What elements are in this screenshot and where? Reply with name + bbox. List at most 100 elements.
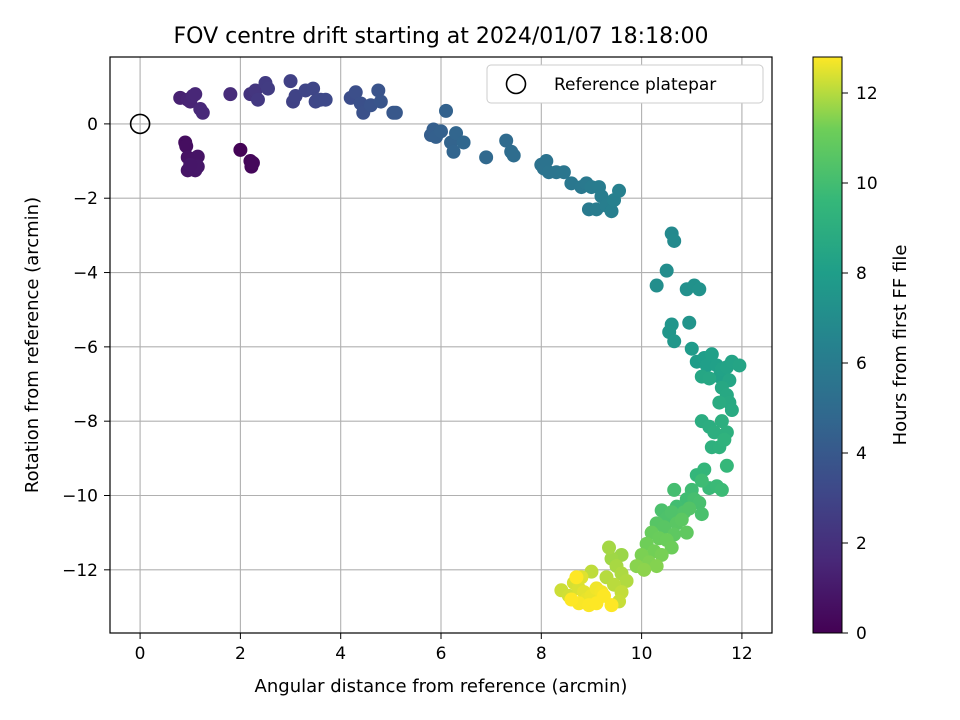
data-point-148 bbox=[637, 562, 652, 577]
data-point-71 bbox=[604, 204, 619, 219]
y-tick-label-6: −12 bbox=[62, 561, 98, 581]
data-point-5 bbox=[179, 139, 194, 154]
data-points bbox=[173, 74, 747, 613]
colorbar-tick-label-5: 10 bbox=[856, 174, 878, 194]
colorbar-tick-label-1: 2 bbox=[856, 534, 867, 554]
y-tick-label-3: −6 bbox=[73, 338, 98, 358]
data-point-85 bbox=[684, 341, 699, 356]
colorbar-ticks: 0 2 4 6 8 10 12 bbox=[842, 84, 878, 644]
reference-marker bbox=[129, 113, 151, 135]
data-point-134 bbox=[674, 512, 689, 527]
data-point-128 bbox=[664, 505, 679, 520]
data-point-136 bbox=[679, 525, 694, 540]
data-point-111 bbox=[717, 432, 732, 447]
data-point-143 bbox=[654, 547, 669, 562]
data-point-50 bbox=[449, 126, 464, 141]
data-point-174 bbox=[604, 598, 619, 613]
data-point-84 bbox=[667, 334, 682, 349]
data-point-154 bbox=[619, 573, 634, 588]
chart-title: FOV centre drift starting at 2024/01/07 … bbox=[174, 24, 709, 49]
data-point-151 bbox=[602, 540, 617, 555]
data-point-23 bbox=[250, 92, 265, 107]
x-axis-label: Angular distance from reference (arcmin) bbox=[255, 676, 628, 697]
data-point-76 bbox=[659, 263, 674, 278]
colorbar-label: Hours from first FF file bbox=[890, 245, 911, 446]
x-tick-label-0: 0 bbox=[135, 644, 146, 664]
data-point-20 bbox=[223, 87, 238, 102]
x-tick-label-5: 10 bbox=[631, 644, 653, 664]
data-point-39 bbox=[371, 83, 386, 98]
data-point-25 bbox=[260, 81, 275, 96]
colorbar-tick-label-0: 0 bbox=[856, 624, 867, 644]
y-tick-label-5: −10 bbox=[62, 487, 98, 507]
data-point-175 bbox=[564, 592, 579, 607]
colorbar: 0 2 4 6 8 10 12 Hours from first FF file bbox=[812, 56, 911, 644]
data-point-46 bbox=[434, 124, 448, 139]
data-point-106 bbox=[707, 425, 722, 440]
data-point-26 bbox=[283, 74, 298, 89]
data-point-33 bbox=[318, 92, 333, 107]
data-point-17 bbox=[188, 87, 203, 102]
data-point-140 bbox=[664, 540, 679, 555]
data-point-95 bbox=[732, 358, 747, 373]
data-point-30 bbox=[306, 81, 321, 96]
x-tick-label-2: 4 bbox=[335, 644, 346, 664]
data-point-118 bbox=[694, 473, 709, 488]
data-point-173 bbox=[596, 588, 611, 603]
data-point-80 bbox=[692, 282, 707, 297]
data-point-132 bbox=[657, 520, 672, 535]
data-point-52 bbox=[479, 150, 494, 165]
colorbar-gradient bbox=[812, 56, 843, 634]
data-point-0 bbox=[233, 142, 248, 157]
data-point-40 bbox=[373, 94, 388, 109]
colorbar-tick-label-3: 6 bbox=[856, 354, 867, 374]
legend-box bbox=[486, 64, 764, 104]
x-tick-label-1: 2 bbox=[235, 644, 246, 664]
legend: Reference platepar bbox=[486, 64, 764, 104]
data-point-58 bbox=[539, 154, 554, 169]
data-point-53 bbox=[499, 133, 514, 148]
data-point-77 bbox=[649, 278, 664, 293]
y-tick-label-2: −4 bbox=[73, 264, 98, 284]
data-point-51 bbox=[456, 135, 471, 150]
x-tick-label-4: 8 bbox=[536, 644, 547, 664]
colorbar-tick-label-4: 8 bbox=[856, 264, 867, 284]
data-point-98 bbox=[702, 371, 717, 386]
data-point-3 bbox=[245, 155, 260, 170]
y-axis-label: Rotation from reference (arcmin) bbox=[22, 197, 43, 493]
legend-label-reference: Reference platepar bbox=[554, 75, 716, 95]
data-point-47 bbox=[439, 103, 454, 118]
data-point-89 bbox=[704, 347, 719, 362]
data-point-75 bbox=[667, 233, 682, 248]
colorbar-tick-label-6: 12 bbox=[856, 84, 878, 104]
reference-platepar-marker bbox=[129, 113, 151, 135]
data-point-55 bbox=[506, 148, 521, 163]
data-point-125 bbox=[694, 507, 709, 522]
data-point-49 bbox=[446, 144, 461, 159]
y-tick-label-1: −2 bbox=[73, 189, 98, 209]
data-point-12 bbox=[183, 157, 198, 172]
y-tick-label-0: 0 bbox=[87, 115, 98, 135]
data-point-88 bbox=[699, 358, 714, 373]
x-tick-label-6: 12 bbox=[731, 644, 753, 664]
data-point-103 bbox=[712, 395, 727, 410]
x-tick-label-3: 6 bbox=[436, 644, 447, 664]
x-axis-ticks: 0 2 4 6 8 10 12 bbox=[135, 633, 753, 664]
data-point-102 bbox=[724, 403, 739, 418]
data-point-61 bbox=[556, 165, 571, 180]
data-point-146 bbox=[649, 559, 664, 574]
data-point-19 bbox=[195, 105, 210, 120]
data-point-81 bbox=[682, 315, 697, 330]
data-point-107 bbox=[714, 414, 729, 429]
data-point-122 bbox=[667, 482, 682, 497]
y-axis-ticks: 0 −2 −4 −6 −8 −10 −12 bbox=[62, 115, 110, 581]
data-point-114 bbox=[719, 458, 734, 473]
colorbar-tick-label-2: 4 bbox=[856, 444, 867, 464]
data-point-35 bbox=[348, 85, 363, 100]
y-tick-label-4: −8 bbox=[73, 412, 98, 432]
data-point-176 bbox=[569, 570, 584, 585]
data-point-73 bbox=[612, 183, 627, 198]
data-point-130 bbox=[682, 501, 697, 516]
data-point-117 bbox=[714, 482, 729, 497]
